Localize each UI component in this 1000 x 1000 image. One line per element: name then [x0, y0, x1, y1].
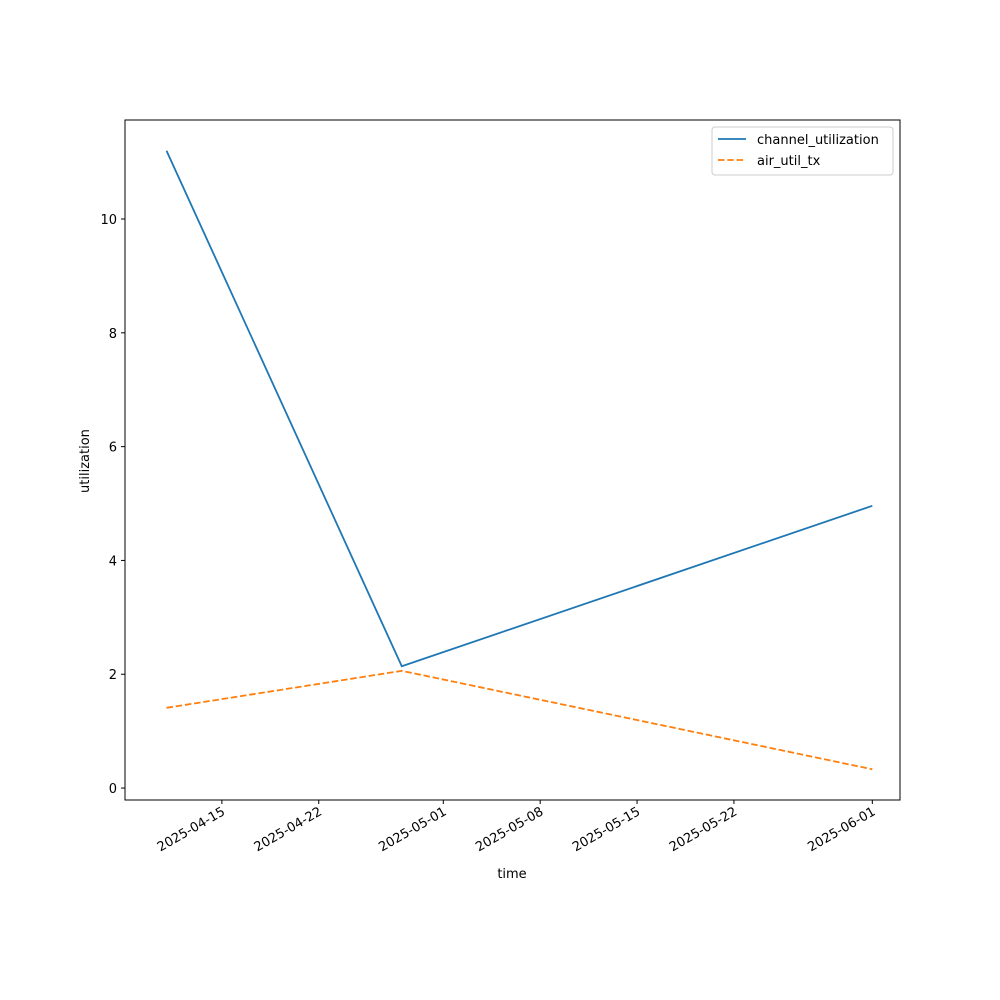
- legend-label: channel_utilization: [757, 133, 879, 148]
- legend-box: [711, 126, 894, 176]
- x-tick-label: 2025-04-15: [155, 804, 228, 855]
- x-axis-label: time: [497, 867, 526, 882]
- legend-label: air_util_tx: [757, 154, 821, 169]
- y-tick-label: 10: [100, 213, 117, 228]
- x-tick-label: 2025-05-15: [570, 804, 643, 855]
- y-tick-label: 0: [109, 782, 117, 797]
- y-tick-label: 2: [109, 668, 117, 683]
- y-tick-label: 4: [109, 554, 117, 569]
- x-tick-label: 2025-05-01: [376, 804, 449, 855]
- y-tick-label: 6: [109, 441, 117, 456]
- series-line: [165, 150, 873, 668]
- legend: channel_utilization air_util_tx: [711, 126, 894, 176]
- x-tick-label: 2025-04-22: [252, 804, 325, 855]
- plot-frame: [124, 119, 901, 801]
- x-tick-label: 2025-05-08: [473, 804, 546, 855]
- x-tick-label: 2025-05-22: [667, 804, 740, 855]
- series-line: [166, 669, 873, 771]
- y-tick-label: 8: [109, 327, 117, 342]
- x-tick-label: 2025-06-01: [805, 804, 878, 855]
- y-axis-label: utilization: [78, 429, 93, 493]
